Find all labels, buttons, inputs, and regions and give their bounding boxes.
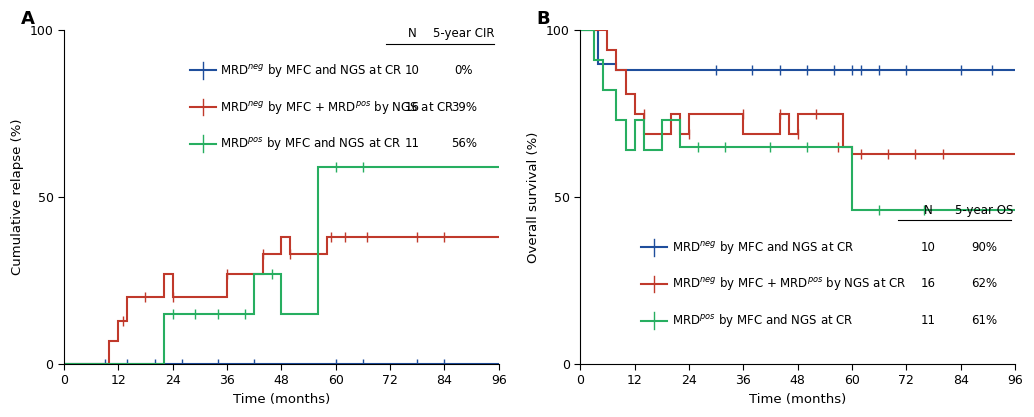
Text: 61%: 61% (972, 314, 998, 327)
Text: 10: 10 (920, 241, 936, 254)
X-axis label: Time (months): Time (months) (749, 393, 846, 406)
Y-axis label: Cumulative relapse (%): Cumulative relapse (%) (11, 119, 24, 275)
Text: 90%: 90% (972, 241, 998, 254)
Text: 16: 16 (920, 277, 936, 290)
Text: MRD$^{neg}$ by MFC and NGS at CR: MRD$^{neg}$ by MFC and NGS at CR (220, 62, 403, 79)
Text: 0%: 0% (455, 64, 474, 77)
Text: 5-year CIR: 5-year CIR (433, 28, 494, 40)
Text: 11: 11 (920, 314, 936, 327)
Text: MRD$^{neg}$ by MFC and NGS at CR: MRD$^{neg}$ by MFC and NGS at CR (671, 239, 854, 256)
X-axis label: Time (months): Time (months) (233, 393, 330, 406)
Text: N: N (923, 204, 933, 217)
Text: A: A (21, 10, 34, 28)
Y-axis label: Overall survival (%): Overall survival (%) (527, 131, 541, 263)
Text: B: B (537, 10, 550, 28)
Text: N: N (407, 28, 416, 40)
Text: 56%: 56% (451, 137, 477, 150)
Text: 39%: 39% (451, 100, 477, 113)
Text: 5-year OS: 5-year OS (955, 204, 1013, 217)
Text: 10: 10 (404, 64, 419, 77)
Text: 16: 16 (404, 100, 419, 113)
Text: 11: 11 (404, 137, 419, 150)
Text: MRD$^{pos}$ by MFC and NGS at CR: MRD$^{pos}$ by MFC and NGS at CR (671, 312, 853, 329)
Text: MRD$^{neg}$ by MFC + MRD$^{pos}$ by NGS at CR: MRD$^{neg}$ by MFC + MRD$^{pos}$ by NGS … (671, 275, 906, 292)
Text: 62%: 62% (972, 277, 998, 290)
Text: MRD$^{pos}$ by MFC and NGS at CR: MRD$^{pos}$ by MFC and NGS at CR (220, 135, 402, 152)
Text: MRD$^{neg}$ by MFC + MRD$^{pos}$ by NGS at CR: MRD$^{neg}$ by MFC + MRD$^{pos}$ by NGS … (220, 98, 455, 116)
